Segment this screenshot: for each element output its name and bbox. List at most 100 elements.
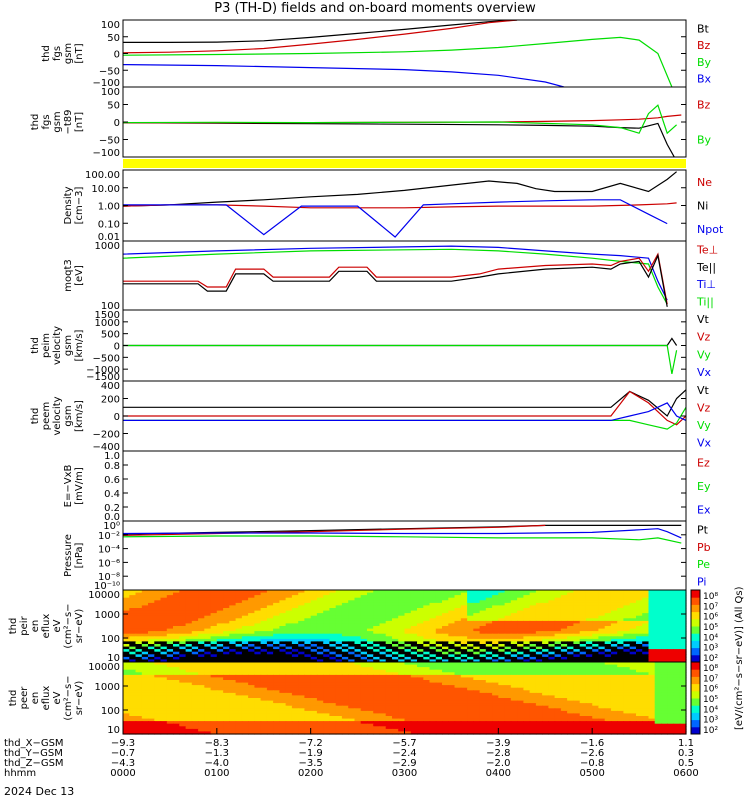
colorbar-tick-label: 10⁷ [703,674,718,684]
series-line-Vt [123,389,686,417]
y-tick-label: 100 [101,634,120,645]
x-tick-label: −9.3 [111,738,135,749]
y-tick-label: 1000 [95,682,120,693]
y-tick-label: 100 [101,301,120,312]
legend-entry: Bx [697,73,712,86]
y-tick-label: 10⁰ [103,521,120,532]
panel-3: Ne Ni Npot 100.00 10.00 1.00 0.10 0.01 Density [c… [63,169,724,243]
y-tick-label: 1000 [95,610,120,621]
y-tick-label: 0.4 [104,489,120,500]
y-tick-label: 100 [101,20,120,31]
figure-title: P3 (TH-D) fields and on-board moments ov… [214,1,536,16]
x-tick-label: 0300 [392,768,417,779]
colorbar-tick-label: 10⁵ [703,623,718,633]
y-axis-label: thd [30,114,41,131]
legend-entry: Vx [697,366,712,379]
series-line-Vx [123,402,686,421]
y-axis-label: Pressure [63,534,74,577]
y-axis-label: fgs [41,114,52,129]
series-line-Pe [123,535,682,544]
panel-4: Te⊥ Te|| Ti⊥ Ti|| 1000 100 moqt3 [eV] [63,240,718,312]
legend-entry: By [697,134,712,147]
series-line-By [123,36,673,87]
y-axis-label: [nT] [74,112,85,132]
y-tick-label: 100 [101,87,120,98]
y-axis-label: peer [19,686,30,710]
y-tick-label: 10⁻² [98,531,120,542]
colorbar-tick-label: 10² [703,654,718,664]
y-axis-label: gsm [63,405,74,426]
legend-entry: Vt [697,384,710,397]
y-tick-label: 10 [107,725,120,736]
legend-entry: Pe [697,558,710,571]
colorbar-tick-label: 10⁶ [703,685,718,695]
series-line-Vy [123,344,678,375]
legend-entry: Ti|| [696,295,714,308]
y-tick-label: 0.6 [104,475,120,486]
y-tick-label: 1000 [95,318,120,329]
y-axis-label: velocity [52,396,63,435]
legend-entry: Ez [697,457,710,470]
y-tick-label: 10⁻⁸ [98,572,120,583]
x-tick-label: −5.7 [392,738,416,749]
series-line-Ni [123,171,677,207]
x-tick-label: −8.3 [205,738,229,749]
x-tick-label: 0600 [673,768,698,779]
y-tick-label: 0.01 [98,232,120,243]
y-tick-label: 10⁻⁴ [98,545,120,556]
y-axis-label: gsm [63,43,74,64]
legend-entry: Vz [697,401,711,414]
date-label: 2024 Dec 13 [4,785,75,798]
y-axis-label: eV [52,619,63,632]
y-axis-label: velocity [52,326,63,365]
y-axis-label: moqt3 [63,259,74,292]
panel-6: Vt Vz Vy Vx 400 200 0 −200−400 thd peem velocity gs… [30,380,712,453]
y-tick-label: 0.10 [98,219,120,230]
legend-entry: Vt [697,313,710,326]
y-axis-label: peir [19,615,30,635]
y-tick-label: 10⁻⁶ [98,558,120,569]
x-tick-label: 0400 [486,768,511,779]
y-axis-label: eV [52,691,63,704]
y-tick-label: −50 [99,136,120,147]
y-tick-label: 0.8 [104,461,120,472]
x-row-label: thd_Y−GSM [4,748,63,759]
series-line-Bt [123,20,518,44]
series-line-Vy [123,406,686,430]
y-axis-label: sr−eV) [74,681,85,716]
series-line-Bz [123,114,682,124]
y-axis-label: [mV/m] [74,467,85,505]
panel-frame [122,450,687,522]
y-tick-label: −100 [93,78,120,89]
series-line-black [123,122,675,157]
y-tick-label: 1000 [95,241,120,252]
colorbar-tick-label: 10⁴ [703,633,718,643]
legend-entry: Bt [697,22,710,35]
legend-entry: Ey [697,480,711,493]
colorbar-tick-label: 10⁴ [703,705,718,715]
y-tick-label: 1500 [95,310,120,321]
series-line-Vz [123,390,686,426]
y-tick-label: 100 [101,706,120,717]
colorbar [690,661,701,735]
legend-entry: Ti⊥ [696,278,716,291]
x-tick-label: −0.8 [580,758,604,769]
x-tick-label: 1.1 [678,738,694,749]
y-tick-label: 10.00 [91,184,120,195]
legend-entry: Te⊥ [696,244,718,257]
x-row-label: thd_Z−GSM [4,758,64,769]
y-tick-label: −50 [99,66,120,77]
legend-entry: Npot [697,223,724,236]
y-axis-label: Density [63,186,74,224]
legend-entry: Bz [697,39,711,52]
y-axis-label: [km/s] [74,400,85,432]
series-line-Npot [123,199,668,238]
y-axis-label: thd [41,45,52,62]
series-line-Vt [123,337,678,347]
legend-entry: Pi [697,575,706,588]
colorbar-tick-label: 10² [703,726,718,736]
x-row-label: thd_X−GSM [4,738,64,749]
